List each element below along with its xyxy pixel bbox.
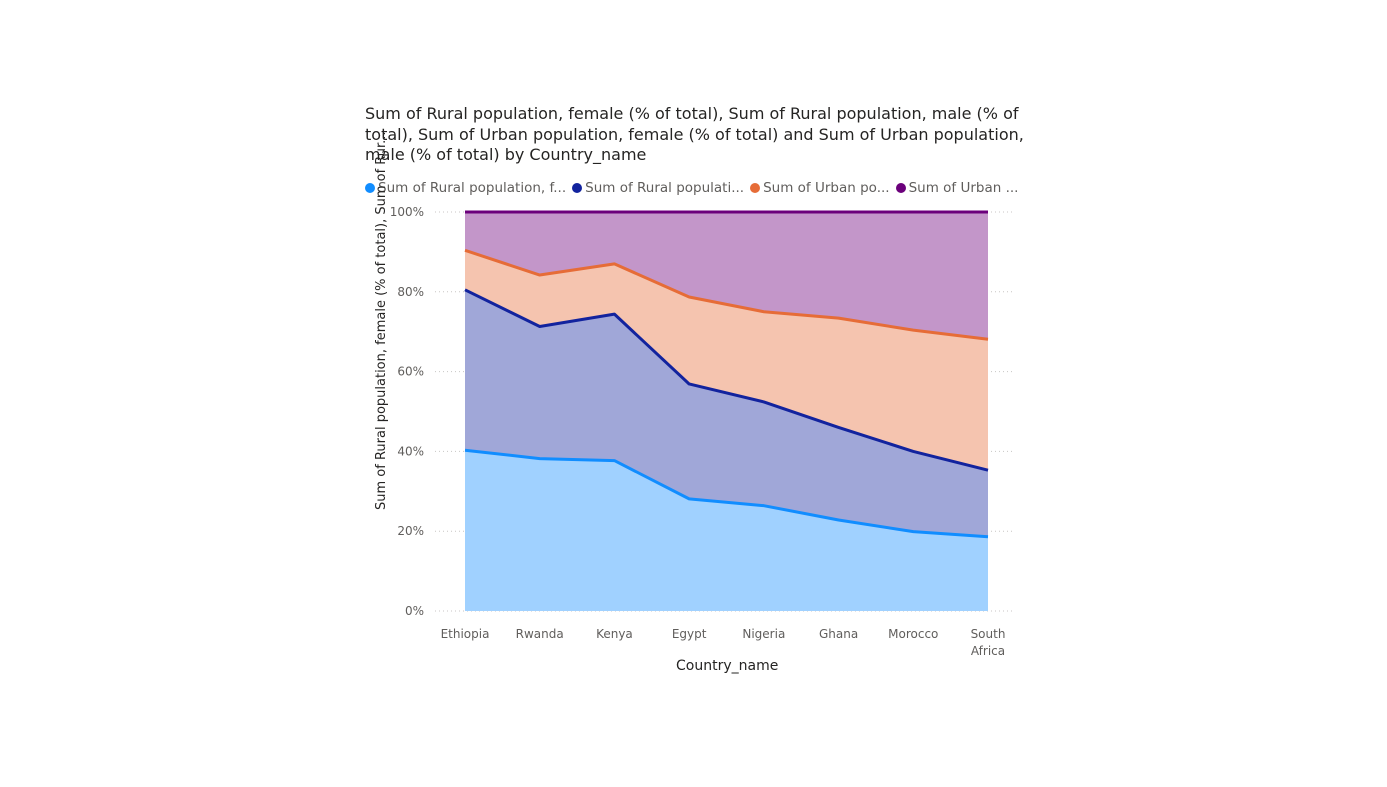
line-series-2 — [464, 248, 989, 341]
x-tick-label: Kenya — [596, 627, 633, 641]
x-tick-label: Egypt — [672, 627, 707, 641]
area-series-3 — [465, 212, 988, 340]
x-tick-label: South Africa — [971, 627, 1006, 658]
line-series-1 — [464, 288, 989, 472]
chart-legend: Sum of Rural population, f... Sum of Rura… — [365, 179, 1024, 197]
chart-title: Sum of Rural population, female (% of to… — [365, 104, 1024, 164]
legend-label: Sum of Urban ... — [908, 180, 1019, 196]
legend-item-2[interactable]: Sum of Urban po... — [750, 180, 890, 196]
legend-marker-icon — [750, 183, 761, 193]
x-axis-title: Country_name — [676, 658, 779, 674]
legend-label: Sum of Rural population, f... — [378, 180, 567, 196]
legend-item-0[interactable]: Sum of Rural population, f... — [365, 180, 566, 196]
y-tick-label: 100% — [390, 205, 424, 219]
y-tick-label: 0% — [405, 604, 424, 618]
y-axis-title: Sum of Rural population, female (% of to… — [374, 131, 389, 510]
x-tick-label: Ethiopia — [441, 627, 490, 641]
legend-marker-icon — [572, 183, 583, 193]
y-tick-label: 40% — [397, 444, 424, 458]
y-tick-label: 20% — [397, 524, 424, 538]
legend-label: Sum of Rural populati... — [585, 180, 745, 196]
legend-marker-icon — [365, 183, 375, 193]
x-tick-label: Nigeria — [742, 627, 785, 641]
area-series-2 — [465, 250, 988, 471]
area-series-0 — [465, 450, 988, 611]
legend-marker-icon — [895, 183, 906, 193]
area-series-1 — [465, 289, 988, 537]
y-tick-label: 80% — [397, 285, 424, 299]
legend-label: Sum of Urban po... — [763, 180, 890, 196]
legend-item-3[interactable]: Sum of Urban ... — [895, 180, 1019, 196]
y-tick-label: 60% — [397, 365, 424, 379]
chart-plot: 0% 20% 40% 60% 80% 100% Ethiopia Rwanda Kenya Eg… — [390, 205, 1015, 658]
x-tick-label: Morocco — [888, 627, 938, 641]
line-series-0 — [464, 448, 989, 539]
x-tick-label: Ghana — [819, 627, 858, 641]
x-tick-label: Rwanda — [516, 627, 564, 641]
chart-visual: Sum of Rural population, female (% of to… — [360, 100, 1030, 700]
legend-item-1[interactable]: Sum of Rural populati... — [572, 180, 744, 196]
